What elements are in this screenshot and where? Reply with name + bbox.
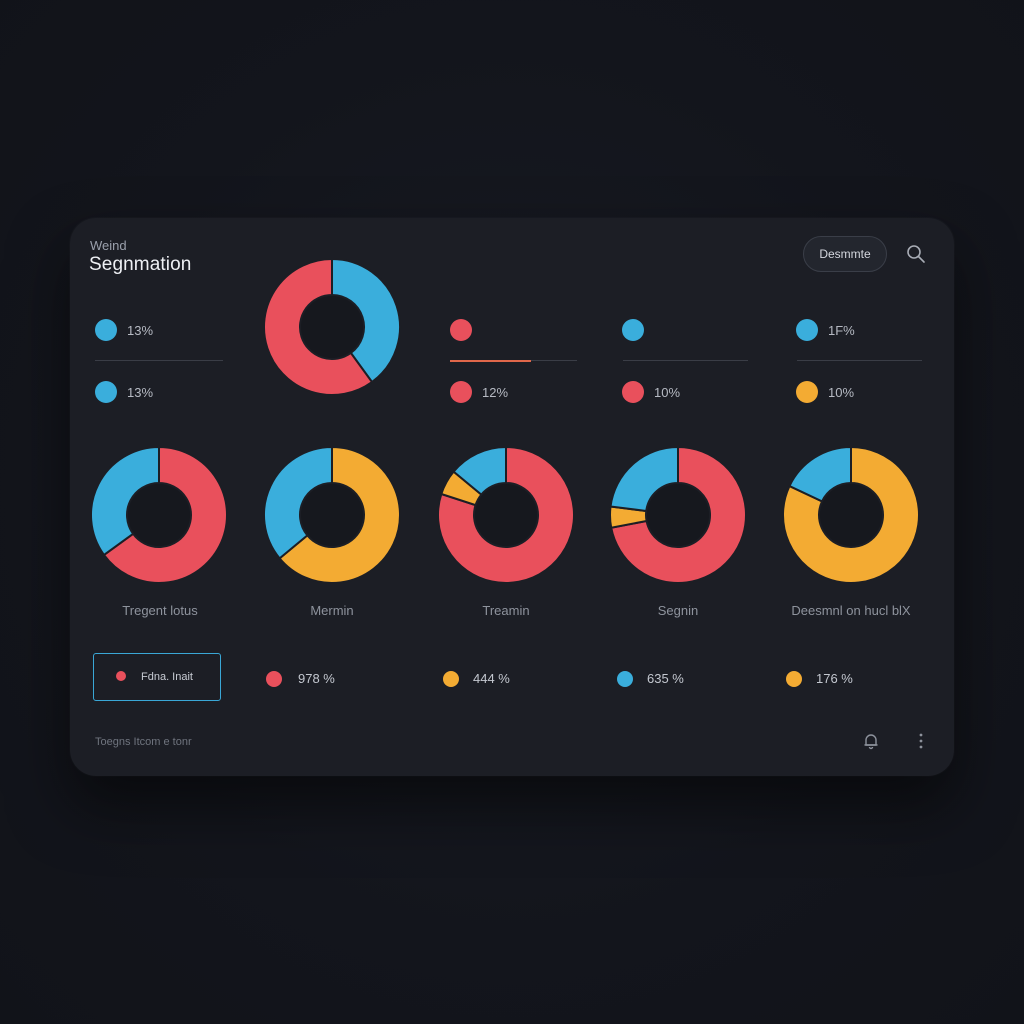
donut-slice-blue-1	[331, 257, 401, 384]
donut-hole	[475, 484, 537, 546]
donut-slice-blue-3	[609, 445, 679, 513]
donut-chart-3	[437, 445, 575, 584]
donut-hole	[301, 296, 363, 358]
legend-dot-top-3	[622, 319, 644, 341]
donut-hole	[128, 484, 190, 546]
donut-chart-hero	[263, 257, 401, 396]
page-title: Segnmation	[89, 254, 192, 275]
legend-value-bottom-2: 12%	[482, 385, 509, 400]
stat-dot-1	[266, 671, 282, 687]
donut-chart-4	[609, 445, 747, 584]
filter-box[interactable]: Fdna. Inait	[93, 653, 221, 701]
chart-caption-1: Tregent lotus	[122, 603, 198, 618]
chart-caption-4: Segnin	[657, 603, 699, 618]
donut-slice-red-1	[437, 445, 575, 584]
stat-value-1: 978 %	[298, 671, 335, 686]
legend-divider-4	[797, 360, 922, 361]
chart-caption-3: Treamin	[482, 603, 530, 618]
stat-value-2: 444 %	[473, 671, 510, 686]
search-icon[interactable]	[906, 244, 926, 264]
donut-slice-yellow-1	[782, 445, 920, 584]
more-vertical-icon[interactable]	[916, 732, 926, 750]
legend-divider-1	[95, 360, 223, 361]
bell-icon[interactable]	[862, 732, 880, 750]
legend-dot-top-1	[95, 319, 117, 341]
filter-dot	[116, 671, 126, 681]
legend-dot-top-4	[796, 319, 818, 341]
donut-slice-red-1	[610, 445, 747, 584]
donut-hole	[647, 484, 709, 546]
donut-slice-blue-3	[452, 445, 507, 497]
legend-dot-bottom-1	[95, 381, 117, 403]
donut-slice-red-1	[102, 445, 228, 584]
legend-divider-accent	[450, 360, 531, 362]
stat-dot-3	[617, 671, 633, 687]
donut-slice-blue-2	[788, 445, 852, 503]
legend-value-top-1: 13%	[127, 323, 154, 338]
legend-dot-top-2	[450, 319, 472, 341]
legend-value-bottom-1: 13%	[127, 385, 154, 400]
chart-caption-2: Mermin	[310, 603, 354, 618]
donut-hole	[301, 484, 363, 546]
stat-value-3: 635 %	[647, 671, 684, 686]
legend-dot-bottom-3	[622, 381, 644, 403]
footer-text: Toegns Itcom e tonr	[95, 736, 192, 748]
header-action-button[interactable]: Desmmte	[803, 236, 887, 272]
legend-dot-bottom-2	[450, 381, 472, 403]
donut-chart-2	[263, 445, 401, 584]
donut-chart-1	[90, 445, 228, 584]
donut-slice-blue-2	[263, 445, 333, 560]
stat-value-4: 176 %	[816, 671, 853, 686]
donut-slice-blue-2	[90, 445, 160, 557]
legend-value-bottom-4: 10%	[828, 385, 855, 400]
legend-value-bottom-3: 10%	[654, 385, 681, 400]
donut-slice-yellow-1	[278, 445, 401, 584]
header-kicker: Weind	[90, 238, 127, 253]
dashboard-card: Weind Segnmation Desmmte 13% 1F% 13% 12%…	[70, 218, 954, 776]
donut-hole	[820, 484, 882, 546]
legend-value-top-4: 1F%	[828, 323, 855, 338]
filter-label: Fdna. Inait	[141, 671, 193, 683]
stat-dot-4	[786, 671, 802, 687]
legend-dot-bottom-4	[796, 381, 818, 403]
stat-dot-2	[443, 671, 459, 687]
legend-divider-3	[623, 360, 748, 361]
donut-chart-5	[782, 445, 920, 584]
chart-caption-5: Deesmnl on hucl blX	[791, 603, 911, 618]
donut-slice-red-2	[263, 257, 374, 396]
